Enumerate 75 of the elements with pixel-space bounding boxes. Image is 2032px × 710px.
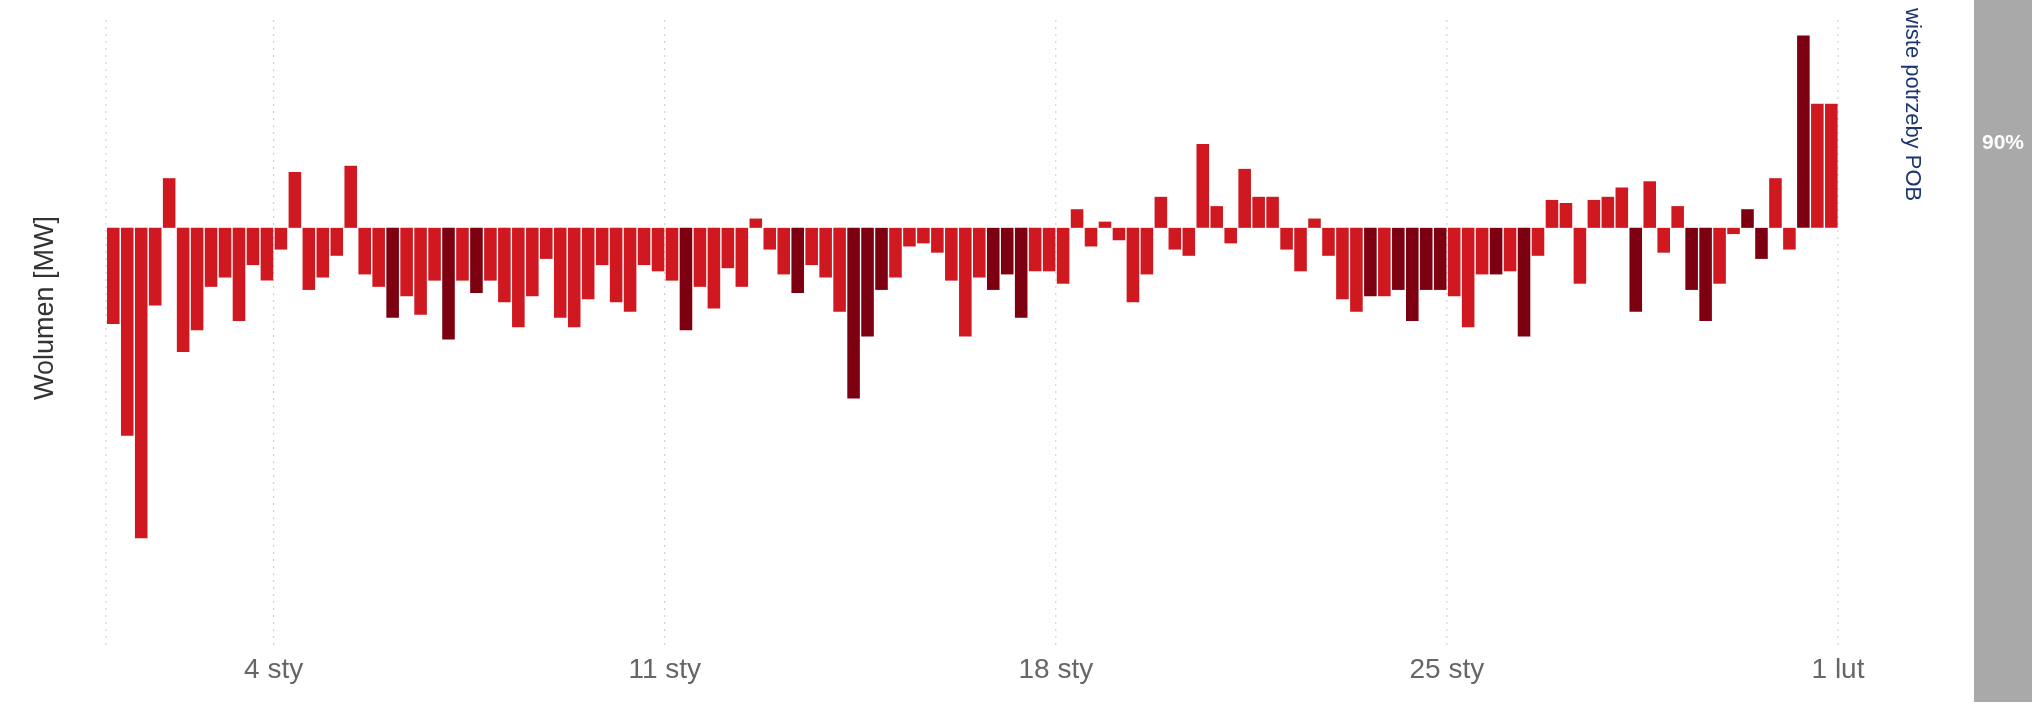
bar	[1671, 206, 1684, 228]
bar	[302, 227, 316, 290]
bar	[344, 165, 358, 228]
bar	[1783, 227, 1796, 250]
bar	[749, 218, 763, 228]
bar	[1447, 227, 1461, 297]
bar	[1042, 227, 1056, 272]
bar	[1615, 187, 1629, 228]
bar	[1755, 227, 1768, 259]
bar	[1182, 227, 1196, 256]
bar	[260, 227, 274, 281]
bar	[1545, 199, 1559, 228]
bar	[651, 227, 665, 272]
bar	[288, 171, 302, 228]
bar	[1378, 227, 1391, 297]
bar	[190, 227, 204, 331]
bar	[1112, 227, 1126, 241]
bar	[1070, 209, 1084, 228]
x-tick-label: 1 lut	[1811, 652, 1865, 684]
bar	[456, 227, 469, 281]
bar	[1629, 227, 1643, 312]
bar	[665, 227, 679, 281]
bar	[1741, 209, 1754, 228]
bar	[1084, 227, 1098, 247]
bar	[470, 227, 483, 294]
bar	[1559, 203, 1573, 228]
bar	[595, 227, 609, 266]
bar	[274, 227, 288, 250]
bar	[1364, 227, 1377, 297]
bar	[1126, 227, 1140, 303]
bar	[1224, 227, 1237, 244]
bar	[693, 227, 707, 287]
x-tick-label: 4 sty	[244, 652, 304, 684]
bar	[1587, 199, 1601, 228]
x-tick-label: 18 sty	[1018, 652, 1094, 684]
bar	[791, 227, 804, 294]
text: wiste potrzeby POB	[1900, 8, 1926, 202]
bar	[1461, 227, 1475, 328]
bar	[1503, 227, 1517, 272]
bar	[1140, 227, 1154, 275]
bar	[176, 227, 190, 353]
bar	[609, 227, 623, 303]
bar	[442, 227, 455, 340]
bar	[1797, 35, 1810, 228]
bar	[1098, 221, 1112, 228]
bar	[1308, 218, 1321, 228]
bar	[1601, 196, 1615, 228]
bar	[1056, 227, 1070, 284]
x-tick-label: 25 sty	[1409, 652, 1485, 684]
bar	[204, 227, 218, 287]
bar	[1517, 227, 1531, 337]
bar	[679, 227, 693, 331]
bar	[735, 227, 749, 287]
bar	[232, 227, 246, 321]
bar	[246, 227, 260, 266]
text: 90%	[1981, 130, 2025, 154]
bar	[386, 227, 399, 318]
bar	[637, 227, 651, 266]
bar	[1475, 227, 1489, 275]
bar	[1168, 227, 1182, 250]
bar	[218, 227, 232, 278]
bar	[1573, 227, 1587, 284]
bar	[721, 227, 735, 269]
bar	[1489, 227, 1503, 275]
bar	[1643, 181, 1657, 228]
bar	[623, 227, 637, 312]
bar	[1531, 227, 1545, 256]
y-axis-title: Wolumen [MW]	[28, 215, 60, 402]
x-tick-label: 11 sty	[628, 652, 702, 684]
bar	[162, 178, 176, 228]
bar	[707, 227, 721, 309]
bar	[1657, 227, 1670, 253]
bar	[1028, 227, 1042, 272]
bar	[1154, 196, 1168, 228]
bar	[1769, 178, 1782, 228]
